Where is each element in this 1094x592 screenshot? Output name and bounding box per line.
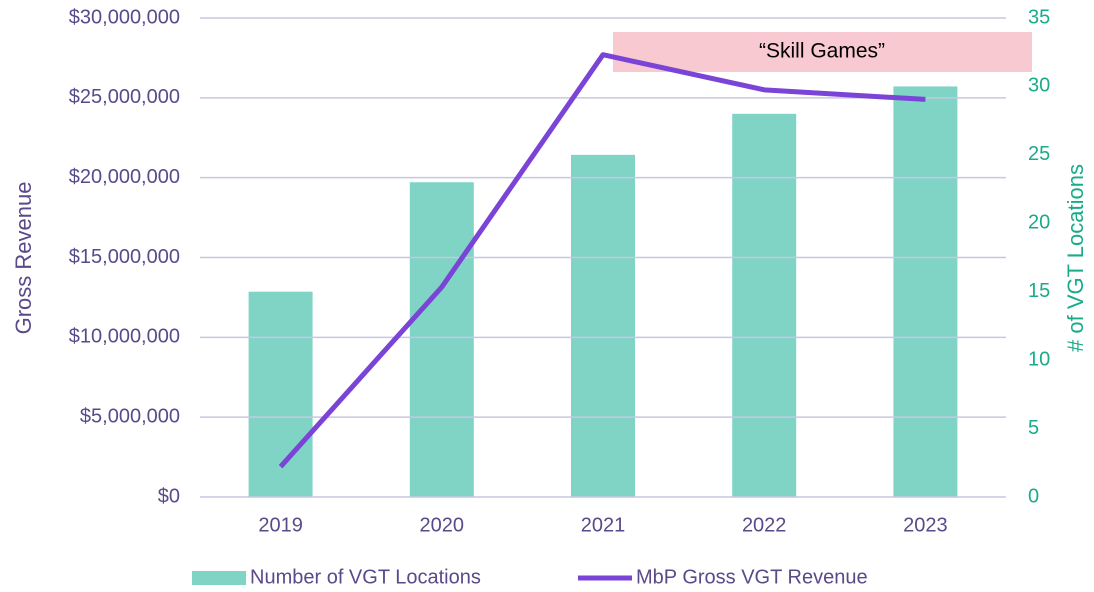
y2-tick-label: 30 (1028, 75, 1050, 97)
x-tick-label: 2022 (742, 514, 787, 536)
bar (893, 86, 958, 497)
y2-tick-label: 20 (1028, 212, 1050, 234)
annotation: “Skill Games” (759, 40, 885, 63)
y-tick-label: $5,000,000 (80, 405, 180, 427)
legend-label: Number of VGT Locations (250, 566, 481, 588)
y-tick-label: $30,000,000 (69, 6, 180, 28)
x-tick-label: 2021 (581, 514, 626, 536)
y-tick-label: $25,000,000 (69, 86, 180, 108)
y2-axis-title: # of VGT Locations (1063, 164, 1088, 352)
y2-tick-label: 25 (1028, 143, 1050, 165)
legend-swatch (192, 571, 246, 585)
x-tick-label: 2023 (903, 514, 948, 536)
annotation-box (613, 32, 1032, 72)
y2-tick-label: 5 (1028, 417, 1039, 439)
bar (571, 154, 635, 497)
y-tick-label: $0 (158, 485, 180, 507)
y-tick-label: $20,000,000 (69, 166, 180, 188)
y2-tick-label: 15 (1028, 280, 1050, 302)
bar (409, 182, 474, 497)
y-tick-label: $15,000,000 (69, 246, 180, 268)
y2-tick-label: 0 (1028, 485, 1039, 507)
legend-label: MbP Gross VGT Revenue (636, 566, 868, 588)
x-tick-label: 2019 (258, 514, 303, 536)
x-tick-label: 2020 (420, 514, 465, 536)
line (278, 52, 926, 469)
bar (248, 291, 313, 497)
bar (732, 113, 797, 498)
y2-tick-label: 35 (1028, 6, 1050, 28)
y-tick-label: $10,000,000 (69, 326, 180, 348)
y-axis-title: Gross Revenue (11, 182, 36, 335)
y2-tick-label: 10 (1028, 348, 1050, 370)
